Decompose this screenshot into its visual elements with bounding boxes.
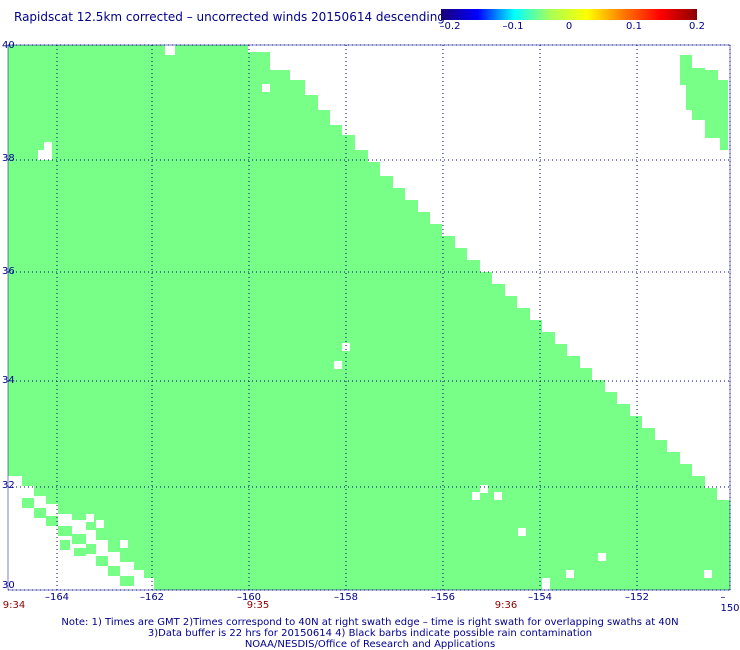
no-data-gap bbox=[58, 514, 72, 590]
swath-cell bbox=[86, 544, 96, 554]
lat-label: 34 bbox=[2, 375, 15, 386]
note-line-2: 3)Data buffer is 22 hrs for 20150614 4) … bbox=[147, 628, 593, 639]
no-data-gap bbox=[704, 570, 712, 578]
time-label: 9:34 bbox=[2, 600, 26, 611]
no-data-gap bbox=[342, 343, 350, 351]
no-data-gap bbox=[120, 540, 128, 548]
no-data-gap bbox=[134, 570, 144, 590]
lon-label: –154 bbox=[527, 592, 553, 603]
no-data-gap bbox=[86, 530, 96, 590]
time-label: 9:36 bbox=[494, 600, 518, 611]
swath-cell bbox=[60, 540, 70, 550]
colorbar-label: 0.2 bbox=[689, 21, 705, 32]
no-data-gap bbox=[8, 476, 22, 590]
no-data-gap bbox=[334, 361, 342, 369]
colorbar-label: –0.2 bbox=[439, 21, 461, 32]
no-data-gap bbox=[38, 150, 52, 160]
note-line-1: Note: 1) Times are GMT 2)Times correspon… bbox=[61, 617, 679, 628]
no-data-gap bbox=[22, 486, 34, 590]
no-data-gap bbox=[542, 578, 550, 590]
lat-label: 40 bbox=[2, 40, 15, 51]
lat-lon-grid bbox=[7, 44, 731, 591]
swath-coverage bbox=[8, 45, 730, 590]
swath-cell bbox=[108, 566, 120, 576]
time-label: 9:35 bbox=[246, 600, 270, 611]
colorbar bbox=[441, 9, 697, 20]
no-data-gap bbox=[262, 84, 270, 92]
no-data-gap bbox=[518, 528, 526, 536]
lat-label: 32 bbox=[2, 480, 15, 491]
no-data-gap bbox=[165, 45, 175, 55]
swath-cell bbox=[72, 534, 86, 544]
colorbar-label: 0.1 bbox=[626, 21, 642, 32]
swath-cell bbox=[34, 508, 46, 518]
swath-cell bbox=[46, 516, 58, 526]
swath-cell bbox=[120, 576, 134, 586]
no-data-gap bbox=[34, 496, 46, 590]
lat-label: 36 bbox=[2, 266, 15, 277]
map-frame bbox=[7, 44, 731, 591]
no-data-gap bbox=[494, 492, 502, 500]
swath-coverage-east bbox=[680, 55, 728, 150]
lon-label: –152 bbox=[624, 592, 650, 603]
lon-label: –156 bbox=[430, 592, 456, 603]
no-data-gap bbox=[144, 578, 154, 590]
lon-label: –158 bbox=[333, 592, 359, 603]
no-data-gap bbox=[598, 553, 606, 561]
wind-swath bbox=[8, 45, 730, 590]
note-line-3: NOAA/NESDIS/Office of Research and Appli… bbox=[244, 639, 496, 650]
no-data-gap bbox=[480, 485, 488, 493]
colorbar-label: –0.1 bbox=[502, 21, 524, 32]
lon-label: –162 bbox=[139, 592, 165, 603]
lon-label: –164 bbox=[44, 592, 70, 603]
swath-cell bbox=[98, 528, 108, 538]
swath-cell bbox=[74, 548, 86, 556]
lon-label: –150 bbox=[720, 592, 740, 614]
map-title: Rapidscat 12.5km corrected – uncorrected… bbox=[14, 10, 445, 24]
no-data-gap bbox=[566, 570, 574, 578]
lat-label: 30 bbox=[2, 580, 15, 591]
swath-cell bbox=[96, 556, 108, 566]
lat-label: 38 bbox=[2, 153, 15, 164]
lon-label: –160 bbox=[236, 592, 262, 603]
no-data-gap bbox=[86, 514, 94, 522]
no-data-gap bbox=[96, 520, 104, 528]
no-data-gap bbox=[44, 142, 52, 150]
swath-cell bbox=[58, 526, 72, 536]
no-data-gap bbox=[472, 492, 480, 500]
swath-cell bbox=[22, 498, 34, 508]
colorbar-label: 0 bbox=[565, 21, 573, 32]
